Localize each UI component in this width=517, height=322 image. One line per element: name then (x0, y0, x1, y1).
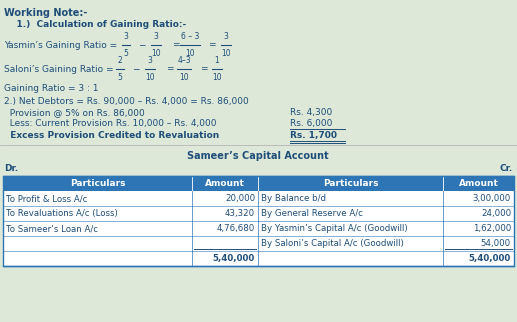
Text: Sameer’s Capital Account: Sameer’s Capital Account (187, 151, 329, 161)
Text: 4–3: 4–3 (177, 56, 191, 65)
Text: =: = (172, 41, 180, 50)
Text: 5: 5 (124, 49, 128, 58)
Text: =: = (208, 41, 216, 50)
Text: Rs. 4,300: Rs. 4,300 (290, 108, 332, 117)
Text: 3: 3 (154, 32, 158, 41)
Text: 10: 10 (145, 73, 155, 82)
Text: 10: 10 (212, 73, 222, 82)
Text: By Balance b/d: By Balance b/d (261, 194, 326, 203)
Text: 3: 3 (223, 32, 229, 41)
Text: By Yasmin’s Capital A/c (Goodwill): By Yasmin’s Capital A/c (Goodwill) (261, 224, 407, 233)
Text: 43,320: 43,320 (225, 209, 255, 218)
Text: 24,000: 24,000 (481, 209, 511, 218)
Text: 4,76,680: 4,76,680 (217, 224, 255, 233)
Text: Gaining Ratio = 3 : 1: Gaining Ratio = 3 : 1 (4, 84, 99, 93)
Text: 3,00,000: 3,00,000 (473, 194, 511, 203)
Text: 10: 10 (185, 49, 195, 58)
Text: By General Reserve A/c: By General Reserve A/c (261, 209, 363, 218)
Text: 1: 1 (215, 56, 219, 65)
Text: 1,62,000: 1,62,000 (473, 224, 511, 233)
Text: To Profit & Loss A/c: To Profit & Loss A/c (6, 194, 87, 203)
Text: 54,000: 54,000 (481, 239, 511, 248)
Text: 3: 3 (124, 32, 128, 41)
Text: Dr.: Dr. (4, 164, 18, 173)
FancyBboxPatch shape (3, 251, 514, 266)
Text: =: = (200, 64, 208, 73)
Text: 5: 5 (117, 73, 123, 82)
FancyBboxPatch shape (3, 221, 514, 236)
Text: 6 – 3: 6 – 3 (181, 32, 199, 41)
Text: 10: 10 (151, 49, 161, 58)
Text: Provision @ 5% on Rs. 86,000: Provision @ 5% on Rs. 86,000 (4, 108, 145, 117)
Text: Particulars: Particulars (323, 179, 378, 188)
Text: 5,40,000: 5,40,000 (469, 254, 511, 263)
Text: To Revaluations A/c (Loss): To Revaluations A/c (Loss) (6, 209, 118, 218)
Text: Rs. 1,700: Rs. 1,700 (290, 131, 337, 140)
FancyBboxPatch shape (3, 191, 514, 206)
FancyBboxPatch shape (3, 176, 514, 191)
Text: 1.)  Calculation of Gaining Ratio:-: 1.) Calculation of Gaining Ratio:- (4, 20, 186, 29)
Text: 10: 10 (179, 73, 189, 82)
Text: 2.) Net Debtors = Rs. 90,000 – Rs. 4,000 = Rs. 86,000: 2.) Net Debtors = Rs. 90,000 – Rs. 4,000… (4, 97, 249, 106)
Text: 2: 2 (118, 56, 123, 65)
Text: −: − (138, 41, 146, 50)
Text: Yasmin’s Gaining Ratio =: Yasmin’s Gaining Ratio = (4, 41, 120, 50)
Text: Saloni’s Gaining Ratio =: Saloni’s Gaining Ratio = (4, 64, 116, 73)
Text: To Sameer’s Loan A/c: To Sameer’s Loan A/c (6, 224, 98, 233)
Text: Particulars: Particulars (70, 179, 125, 188)
Text: Rs. 6,000: Rs. 6,000 (290, 119, 332, 128)
Text: −: − (132, 64, 140, 73)
Text: 20,000: 20,000 (225, 194, 255, 203)
Text: 10: 10 (221, 49, 231, 58)
Text: =: = (166, 64, 174, 73)
Text: Cr.: Cr. (500, 164, 513, 173)
Text: Amount: Amount (459, 179, 498, 188)
Text: 5,40,000: 5,40,000 (213, 254, 255, 263)
Text: Less: Current Provision Rs. 10,000 – Rs. 4,000: Less: Current Provision Rs. 10,000 – Rs.… (4, 119, 217, 128)
Text: Amount: Amount (205, 179, 245, 188)
Text: Working Note:-: Working Note:- (4, 8, 87, 18)
Text: 3: 3 (147, 56, 153, 65)
Text: By Saloni’s Capital A/c (Goodwill): By Saloni’s Capital A/c (Goodwill) (261, 239, 404, 248)
FancyBboxPatch shape (3, 236, 514, 251)
Text: Excess Provision Credited to Revaluation: Excess Provision Credited to Revaluation (4, 131, 219, 140)
FancyBboxPatch shape (3, 206, 514, 221)
